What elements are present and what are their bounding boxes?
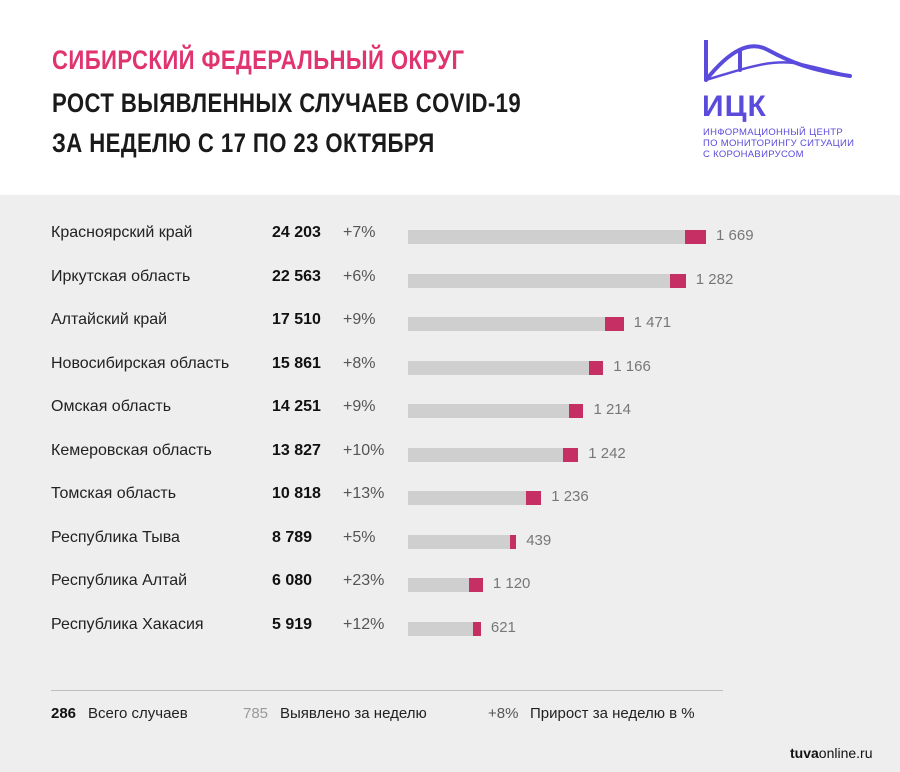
title-period: ЗА НЕДЕЛЮ С 17 ПО 23 ОКТЯБРЯ [52, 128, 435, 158]
weekly-cases-label: 1 669 [716, 227, 754, 244]
total-cases-label: 10 818 [272, 485, 321, 502]
bar-weekly [562, 447, 579, 462]
bar-total [408, 317, 606, 331]
total-cases-label: 6 080 [272, 572, 313, 589]
bar-total [408, 273, 671, 288]
site-name-bold: tuva [790, 745, 819, 761]
logo-sub-line: С КОРОНАВИРУСОМ [703, 149, 804, 160]
total-cases-label: 14 251 [272, 398, 321, 415]
weekly-cases-label: 1 120 [492, 575, 531, 592]
logo-subtitle: ИНФОРМАЦИОННЫЙ ЦЕНТР ПО МОНИТОРИНГУ СИТУ… [703, 127, 854, 160]
legend-growth-number: +8% [488, 705, 519, 722]
chart-row: Красноярский край 24 203 +7% 1 669 [0, 220, 900, 250]
chart-row: Республика Тыва 8 789 +5% 439 [0, 525, 900, 555]
legend-total-number: 286 [51, 705, 77, 722]
region-label: Республика Тыва [51, 528, 180, 546]
growth-label: +8% [343, 354, 376, 372]
weekly-cases-label: 1 242 [588, 444, 626, 462]
bar-weekly [469, 578, 483, 592]
growth-label: +12% [343, 615, 385, 633]
legend-divider [51, 690, 723, 691]
weekly-cases-label: 1 471 [633, 314, 672, 331]
chart-row: Республика Хакасия 5 919 +12% 621 [0, 612, 900, 642]
bar-total [408, 447, 563, 462]
growth-label: +10% [343, 441, 385, 459]
region-label: Красноярский край [51, 224, 193, 241]
legend-weekly-label: Выявлено за неделю [280, 705, 427, 722]
legend-growth-label: Прирост за неделю в % [530, 705, 695, 722]
region-label: Кемеровская область [51, 441, 212, 459]
weekly-cases-label: 1 214 [593, 401, 631, 418]
weekly-cases-label: 439 [526, 531, 552, 549]
bar-total [408, 230, 686, 244]
site-name-rest: online.ru [818, 745, 873, 761]
chart-panel [0, 195, 900, 772]
legend-weekly-number: 785 [243, 705, 269, 722]
logo-sub-line: ИНФОРМАЦИОННЫЙ ЦЕНТР [703, 127, 843, 138]
chart-row: Иркутская область 22 563 +6% 1 282 [0, 264, 900, 294]
chart-row: Алтайский край 17 510 +9% 1 471 [0, 307, 900, 337]
total-cases-label: 8 789 [272, 528, 313, 546]
total-cases-label: 22 563 [272, 267, 321, 285]
legend-total-label: Всего случаев [88, 705, 188, 722]
bar-weekly [510, 534, 517, 549]
growth-label: +13% [343, 485, 385, 502]
logo-sub-line: ПО МОНИТОРИНГУ СИТУАЦИИ [703, 138, 855, 149]
weekly-cases-label: 1 166 [613, 357, 651, 375]
region-label: Томская область [51, 485, 177, 502]
bar-weekly [605, 317, 624, 331]
bar-weekly [568, 404, 584, 418]
chart-row: Новосибирская область 15 861 +8% 1 166 [0, 351, 900, 381]
bar-total [408, 578, 470, 592]
bar-weekly [473, 621, 481, 636]
chart-row: Томская область 10 818 +13% 1 236 [0, 481, 900, 511]
growth-label: +6% [343, 267, 376, 285]
region-label: Республика Алтай [51, 572, 188, 589]
growth-label: +5% [343, 528, 376, 546]
weekly-cases-label: 621 [490, 618, 516, 636]
total-cases-label: 13 827 [272, 441, 321, 459]
region-label: Новосибирская область [51, 354, 230, 372]
bar-total [408, 360, 589, 375]
header: СИБИРСКИЙ ФЕДЕРАЛЬНЫЙ ОКРУГ РОСТ ВЫЯВЛЕН… [0, 0, 900, 195]
region-label: Иркутская область [51, 267, 191, 285]
bar-total [408, 621, 474, 636]
total-cases-label: 17 510 [272, 311, 321, 328]
weekly-cases-label: 1 236 [551, 488, 589, 505]
region-label: Республика Хакасия [51, 615, 204, 633]
growth-label: +7% [343, 224, 376, 241]
growth-label: +23% [343, 572, 385, 589]
weekly-cases-label: 1 282 [695, 270, 734, 288]
bar-total [408, 404, 569, 418]
site-watermark: tuvaonline.ru [790, 745, 873, 761]
bar-weekly [685, 230, 706, 244]
bar-weekly [670, 273, 686, 288]
chart-row: Республика Алтай 6 080 +23% 1 120 [0, 568, 900, 598]
bar-total [408, 534, 511, 549]
title-main: РОСТ ВЫЯВЛЕННЫХ СЛУЧАЕВ COVID-19 [52, 88, 522, 118]
total-cases-label: 24 203 [272, 224, 321, 241]
growth-label: +9% [343, 398, 376, 415]
chart-row: Кемеровская область 13 827 +10% 1 242 [0, 438, 900, 468]
logo-wave-icon [704, 40, 852, 82]
growth-label: +9% [343, 311, 376, 328]
logo-name: ИЦК [702, 90, 767, 123]
bar-total [408, 491, 526, 505]
region-label: Алтайский край [51, 311, 168, 328]
total-cases-label: 15 861 [272, 354, 321, 372]
title-region: СИБИРСКИЙ ФЕДЕРАЛЬНЫЙ ОКРУГ [52, 45, 465, 75]
chart-row: Омская область 14 251 +9% 1 214 [0, 394, 900, 424]
total-cases-label: 5 919 [272, 615, 313, 633]
region-label: Омская область [51, 398, 172, 415]
bar-weekly [588, 360, 604, 375]
bar-weekly [525, 491, 542, 505]
